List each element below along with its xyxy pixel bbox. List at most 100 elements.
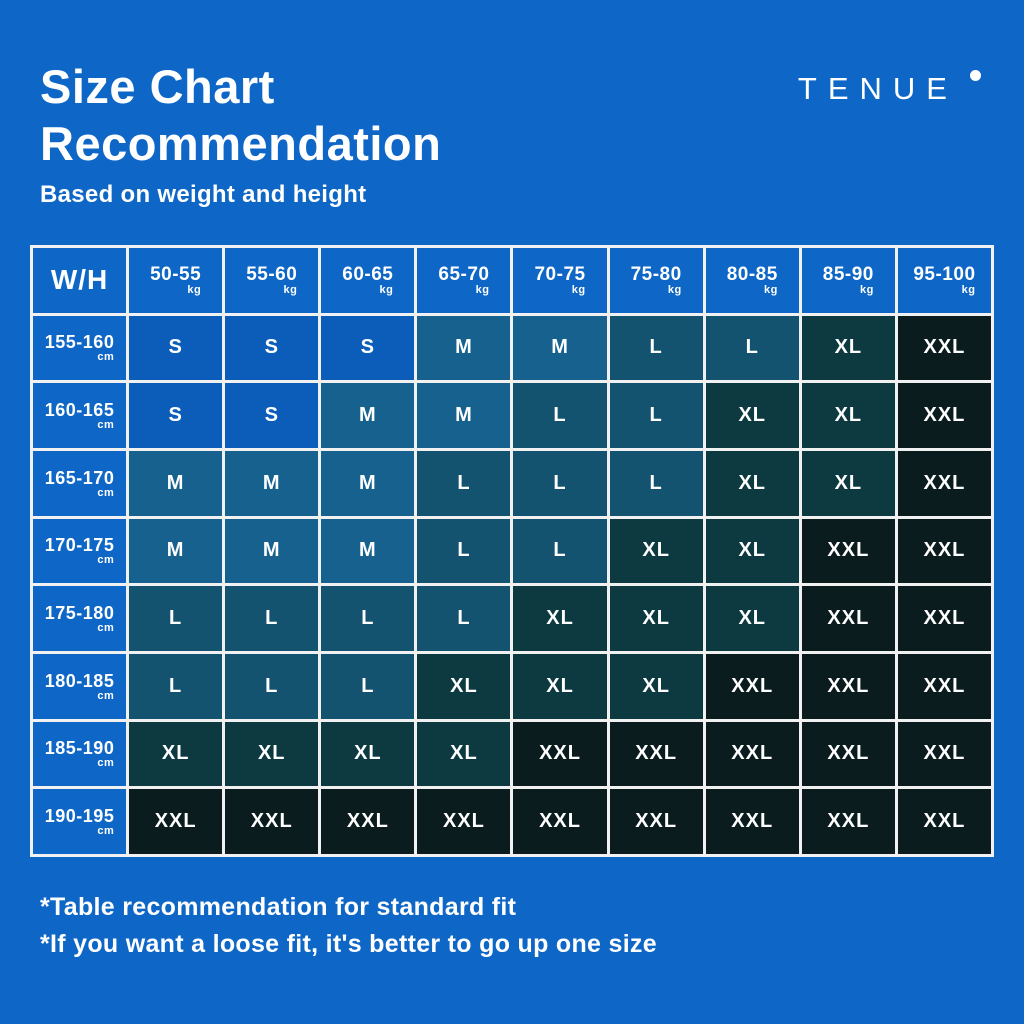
- size-cell: XL: [417, 653, 511, 719]
- size-cell: XL: [801, 450, 895, 516]
- size-cell: S: [321, 315, 415, 381]
- cm-unit-label: cm: [97, 554, 115, 567]
- kg-unit-label: kg: [667, 284, 682, 297]
- size-cell: XXL: [801, 518, 895, 584]
- height-header-175-180: 175-180 cm: [33, 586, 127, 651]
- size-cell: L: [129, 586, 223, 651]
- page-title-line2: Recommendation: [40, 117, 442, 170]
- size-cell: L: [417, 586, 511, 651]
- size-cell: XXL: [609, 789, 703, 854]
- size-cell: L: [129, 653, 223, 719]
- size-cell: L: [609, 315, 703, 381]
- weight-header-85-90: 85-90 kg: [801, 248, 895, 313]
- size-cell: XL: [225, 721, 319, 787]
- size-cell: XL: [417, 721, 511, 787]
- weight-header-75-80: 75-80 kg: [609, 248, 703, 313]
- size-cell: L: [513, 518, 607, 584]
- height-header-165-170: 165-170 cm: [33, 450, 127, 516]
- size-cell: XXL: [225, 789, 319, 854]
- size-cell: S: [129, 383, 223, 448]
- corner-header-wh: W/H: [33, 248, 127, 313]
- height-header-185-190: 185-190 cm: [33, 721, 127, 787]
- size-cell: L: [513, 450, 607, 516]
- kg-unit-label: kg: [763, 284, 778, 297]
- size-cell: M: [225, 518, 319, 584]
- cm-unit-label: cm: [97, 419, 115, 432]
- size-cell: XXL: [801, 653, 895, 719]
- height-header-160-165: 160-165 cm: [33, 383, 127, 448]
- size-cell: L: [417, 518, 511, 584]
- size-cell: XXL: [513, 789, 607, 854]
- size-cell: XXL: [897, 518, 991, 584]
- size-cell: XXL: [321, 789, 415, 854]
- cm-unit-label: cm: [97, 757, 115, 770]
- height-header-180-185: 180-185 cm: [33, 653, 127, 719]
- weight-header-95-100: 95-100 kg: [897, 248, 991, 313]
- brand-dot-icon: [970, 70, 981, 81]
- size-cell: XXL: [801, 586, 895, 651]
- cm-unit-label: cm: [97, 486, 115, 499]
- height-header-170-175: 170-175 cm: [33, 518, 127, 584]
- cm-unit-label: cm: [97, 689, 115, 702]
- cm-unit-label: cm: [97, 351, 115, 364]
- weight-header-60-65: 60-65 kg: [321, 248, 415, 313]
- size-cell: L: [417, 450, 511, 516]
- kg-unit-label: kg: [860, 284, 874, 297]
- kg-unit-label: kg: [283, 284, 298, 297]
- size-cell: L: [513, 383, 607, 448]
- kg-unit-label: kg: [187, 284, 202, 297]
- size-cell: L: [609, 383, 703, 448]
- kg-unit-label: kg: [961, 284, 976, 297]
- size-cell: XXL: [513, 721, 607, 787]
- size-cell: S: [129, 315, 223, 381]
- size-cell: XL: [513, 653, 607, 719]
- page-title-line1: Size Chart: [40, 60, 275, 113]
- size-cell: XXL: [417, 789, 511, 854]
- weight-header-65-70: 65-70 kg: [417, 248, 511, 313]
- size-cell: L: [225, 586, 319, 651]
- size-cell: XL: [705, 450, 799, 516]
- size-cell: XXL: [897, 586, 991, 651]
- size-cell: M: [417, 383, 511, 448]
- size-cell: XL: [705, 586, 799, 651]
- size-cell: XL: [801, 383, 895, 448]
- size-cell: M: [321, 450, 415, 516]
- weight-header-70-75: 70-75 kg: [513, 248, 607, 313]
- size-cell: XXL: [129, 789, 223, 854]
- brand-logo: TENUE: [798, 70, 981, 107]
- footnote-standard-fit: *Table recommendation for standard fit: [40, 893, 517, 921]
- cm-unit-label: cm: [97, 622, 115, 635]
- size-cell: XL: [705, 518, 799, 584]
- size-cell: S: [225, 383, 319, 448]
- size-cell: L: [609, 450, 703, 516]
- size-cell: S: [225, 315, 319, 381]
- size-cell: L: [321, 586, 415, 651]
- size-cell: XL: [609, 586, 703, 651]
- size-cell: XXL: [897, 721, 991, 787]
- kg-unit-label: kg: [475, 284, 490, 297]
- size-cell: XL: [609, 518, 703, 584]
- size-cell: M: [321, 518, 415, 584]
- size-cell: M: [129, 518, 223, 584]
- size-cell: XL: [513, 586, 607, 651]
- size-cell: XL: [801, 315, 895, 381]
- size-cell: XXL: [609, 721, 703, 787]
- size-cell: XXL: [897, 383, 991, 448]
- size-cell: XL: [321, 721, 415, 787]
- weight-header-80-85: 80-85 kg: [705, 248, 799, 313]
- size-cell: M: [225, 450, 319, 516]
- footnote-loose-fit: *If you want a loose fit, it's better to…: [40, 930, 657, 958]
- size-cell: L: [321, 653, 415, 719]
- size-cell: M: [321, 383, 415, 448]
- weight-header-50-55: 50-55 kg: [129, 248, 223, 313]
- size-chart-table: W/H 50-55 kg 55-60 kg 60-65 kg 65-70 kg 70-7…: [30, 245, 994, 857]
- page-subtitle: Based on weight and height: [40, 181, 367, 208]
- size-cell: M: [129, 450, 223, 516]
- size-cell: XXL: [705, 721, 799, 787]
- size-cell: XXL: [801, 721, 895, 787]
- kg-unit-label: kg: [379, 284, 394, 297]
- size-cell: XXL: [897, 315, 991, 381]
- size-cell: XL: [705, 383, 799, 448]
- size-cell: XXL: [705, 789, 799, 854]
